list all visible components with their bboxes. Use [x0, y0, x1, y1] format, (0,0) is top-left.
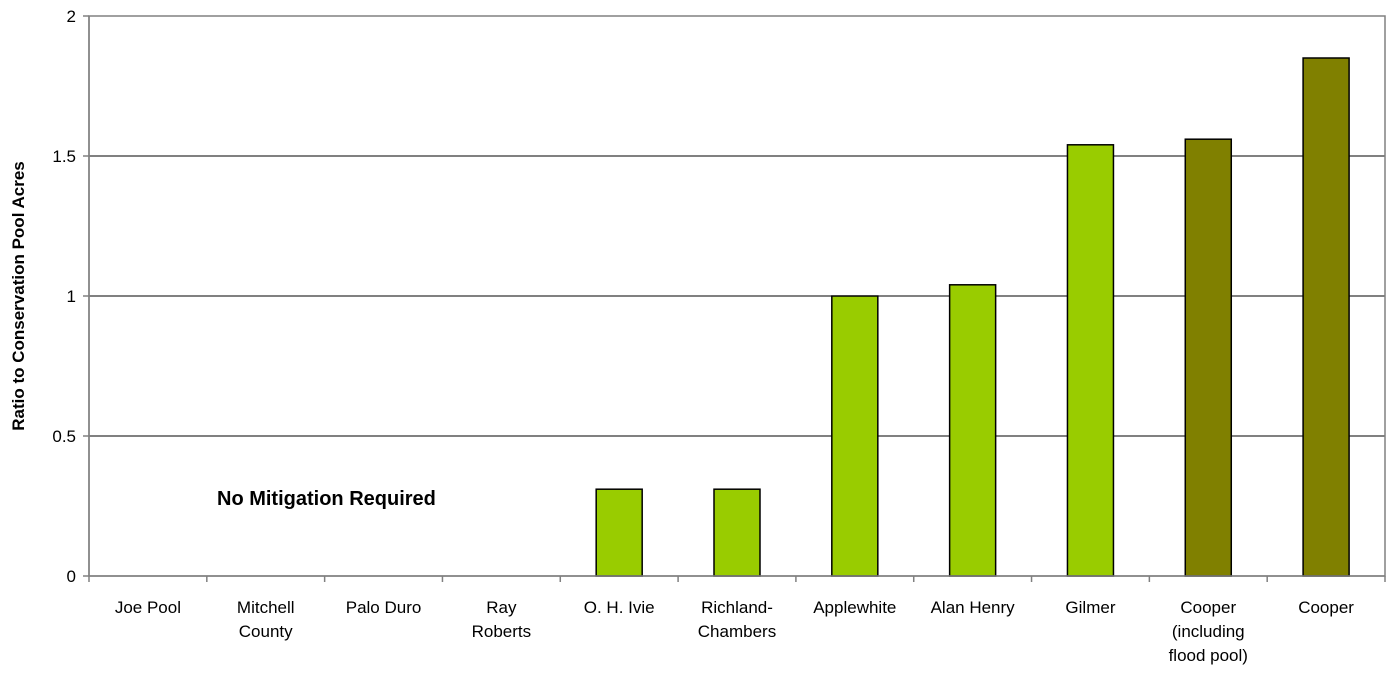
bar	[831, 295, 879, 577]
y-tick-labels: 0 0.5 1 1.5 2	[52, 7, 76, 586]
bar	[713, 488, 761, 577]
no-mitigation-annotation: No Mitigation Required	[217, 488, 436, 510]
x-tick-label: O. H. Ivie	[584, 598, 655, 617]
y-axis-label: Ratio to Conservation Pool Acres	[9, 161, 28, 431]
axes	[83, 15, 1386, 582]
y-tick-label: 1	[67, 287, 76, 306]
x-tick-label: Cooper (including flood pool)	[1169, 598, 1248, 665]
x-tick-labels: Joe Pool Mitchell County Palo Duro Ray Robert…	[115, 598, 1354, 665]
bars	[595, 57, 1350, 577]
bar	[1302, 57, 1350, 577]
bar	[1184, 138, 1233, 577]
y-tick-label: 1.5	[52, 147, 76, 166]
y-tick-label: 2	[67, 7, 76, 26]
bar	[595, 488, 643, 577]
y-tick-label: 0	[67, 567, 76, 586]
x-tick-label: Applewhite	[813, 598, 896, 617]
x-tick-label: Gilmer	[1065, 598, 1115, 617]
x-tick-label: Richland-Chambers	[698, 598, 776, 641]
x-tick-label: Alan Henry	[931, 598, 1016, 617]
x-tick-label: Palo Duro	[346, 598, 422, 617]
gridlines	[89, 155, 1385, 437]
x-tick-label: Joe Pool	[115, 598, 181, 617]
x-tick-label: Cooper	[1298, 598, 1354, 617]
x-tick-label: Mitchell County	[237, 598, 295, 641]
bar	[948, 284, 997, 577]
bar	[1066, 144, 1115, 577]
y-tick-label: 0.5	[52, 427, 76, 446]
x-tick-label: Ray Roberts	[472, 598, 532, 641]
